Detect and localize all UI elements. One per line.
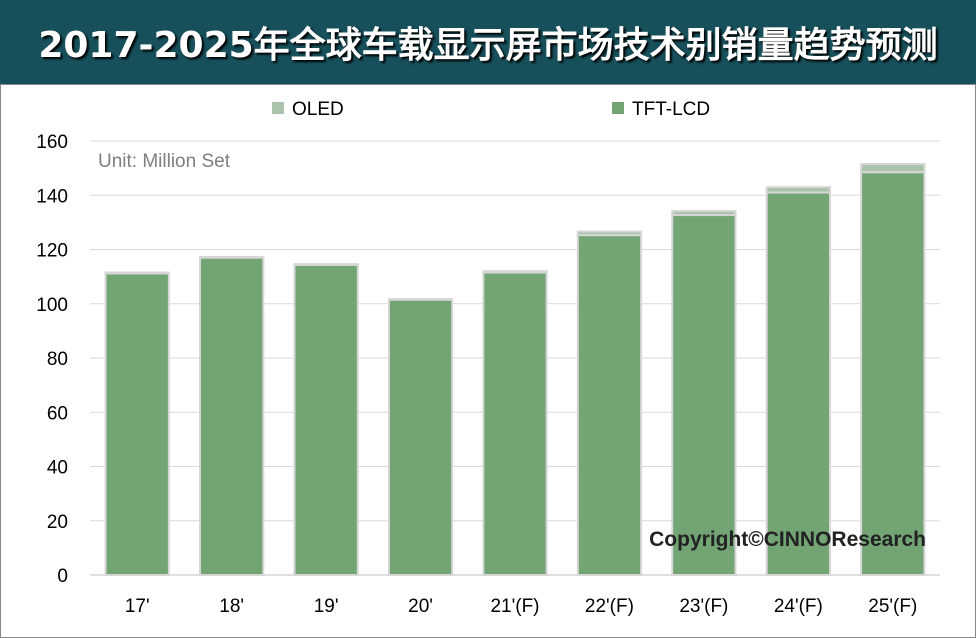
chart-title: 2017-2025年全球车载显示屏市场技术别销量趋势预测 — [38, 25, 938, 66]
y-tick-label: 160 — [36, 132, 68, 153]
bar-tft-lcd — [671, 214, 737, 577]
title-banner: 2017-2025年全球车载显示屏市场技术别销量趋势预测 — [0, 0, 976, 84]
unit-note: Unit: Million Set — [98, 151, 231, 172]
y-tick-label: 0 — [57, 566, 68, 587]
x-tick-label: 21'(F) — [490, 596, 539, 617]
x-tick-label: 18' — [219, 596, 244, 617]
legend-label: OLED — [292, 99, 344, 120]
x-tick-label: 25'(F) — [868, 596, 917, 617]
legend-swatch — [612, 102, 624, 114]
bar-tft-lcd — [860, 171, 926, 576]
y-tick-label: 20 — [47, 512, 68, 533]
x-tick-label: 22'(F) — [585, 596, 634, 617]
y-tick-label: 140 — [36, 186, 68, 207]
x-tick-label: 23'(F) — [679, 596, 728, 617]
bar-tft-lcd — [482, 271, 548, 576]
y-tick-label: 120 — [36, 241, 68, 262]
bar-tft-lcd — [387, 298, 454, 576]
bar-oled — [482, 270, 548, 274]
x-tick-label: 20' — [408, 596, 433, 617]
bar-oled — [387, 298, 454, 301]
bar-tft-lcd — [199, 256, 265, 576]
bar-tft-lcd — [293, 263, 359, 576]
legend-swatch — [272, 102, 284, 114]
copyright-text: Copyright©CINNOResearch — [649, 528, 926, 551]
bar-oled — [293, 263, 359, 266]
bar-oled — [671, 209, 737, 217]
bar-tft-lcd — [576, 234, 643, 576]
y-tick-label: 40 — [47, 458, 68, 479]
bar-tft-lcd — [104, 272, 170, 576]
x-tick-label: 19' — [314, 596, 339, 617]
legend-label: TFT-LCD — [632, 99, 710, 120]
bar-tft-lcd — [765, 191, 831, 576]
y-tick-label: 100 — [36, 295, 68, 316]
bar-oled — [576, 230, 643, 237]
bar-oled — [765, 186, 831, 194]
y-tick-label: 60 — [47, 403, 68, 424]
bar-oled — [199, 255, 265, 259]
bar-oled — [860, 163, 926, 174]
x-tick-label: 24'(F) — [774, 596, 823, 617]
y-tick-label: 80 — [47, 349, 68, 370]
x-tick-label: 17' — [125, 596, 150, 617]
bar-oled — [104, 271, 170, 275]
